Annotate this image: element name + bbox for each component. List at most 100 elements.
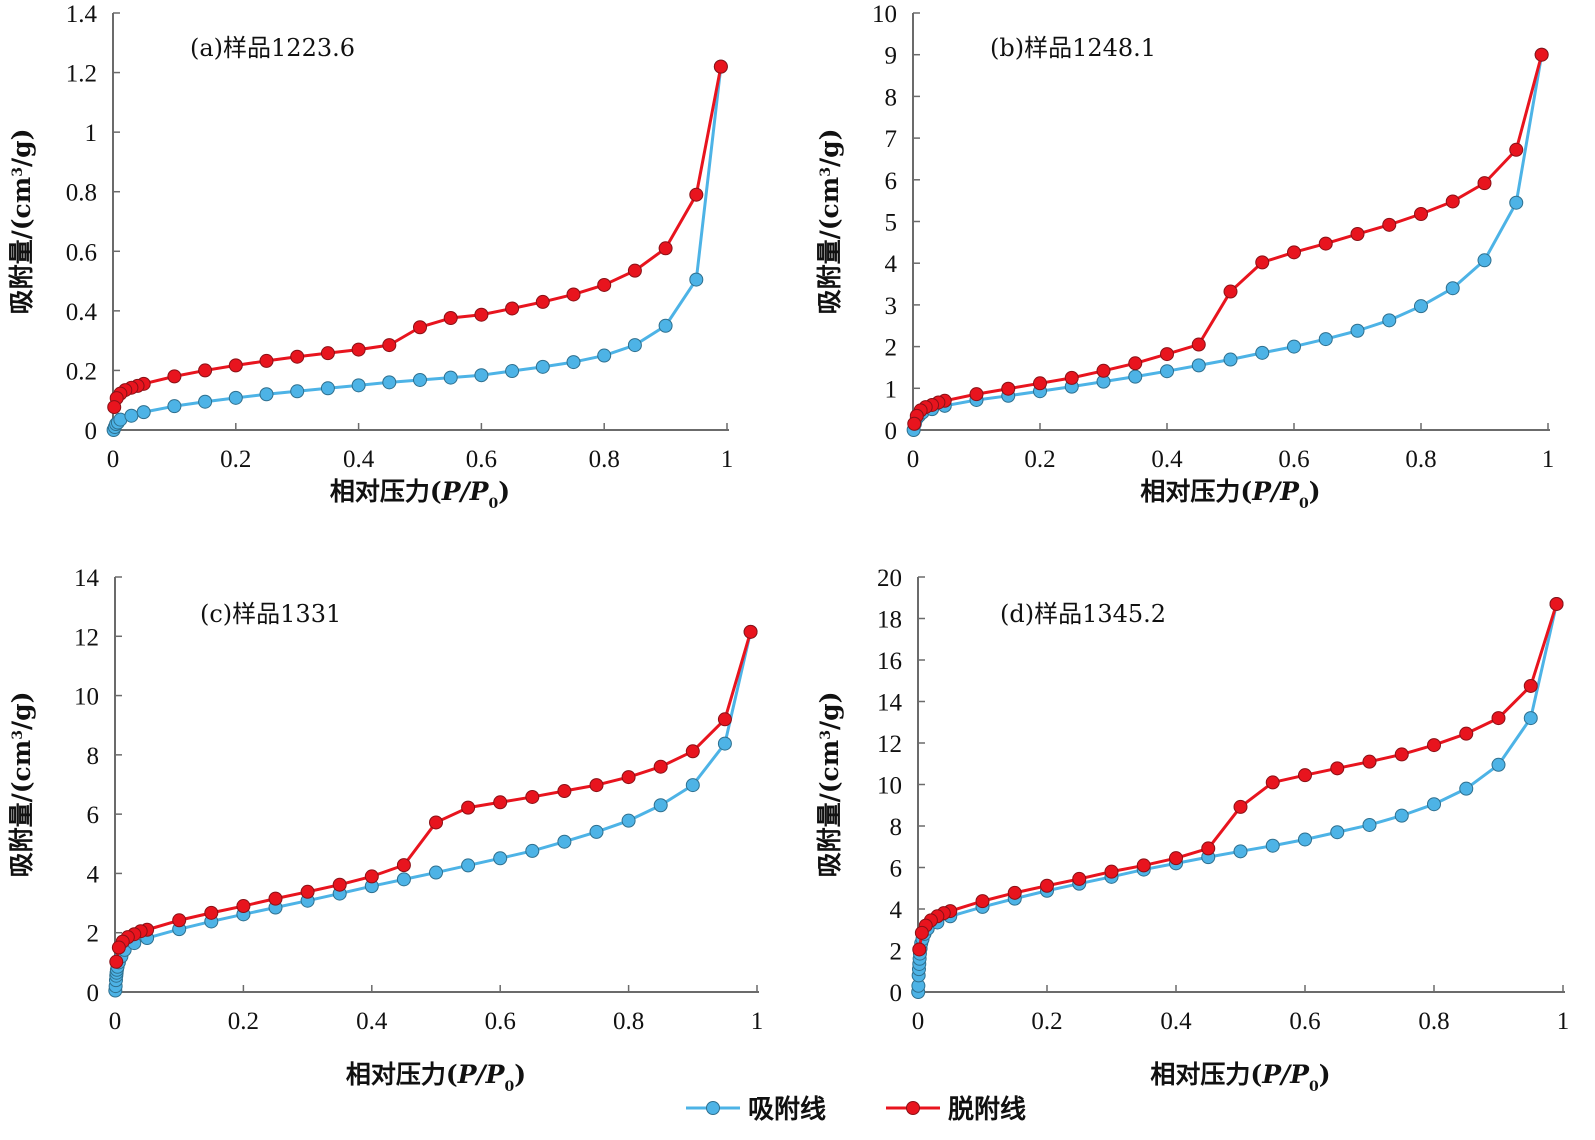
x-tick-label: 0.2 [228,1008,259,1035]
adsorption-point [1509,195,1524,210]
desorption-point [1007,885,1022,900]
y-tick-label: 8 [87,743,100,770]
desorption-point [1523,678,1538,693]
desorption-line [112,66,723,408]
y-tick-label: 2 [87,921,100,948]
adsorption-point [1191,358,1206,373]
adsorption-point [597,348,612,363]
desorption-point [1033,376,1047,391]
y-tick-label: 10 [877,773,902,800]
y-tick-label: 5 [885,210,898,237]
desorption-point [172,913,187,928]
legend-marker [906,1101,920,1115]
desorption-point [300,884,315,899]
y-tick-label: 16 [877,648,902,675]
y-tick-label: 0 [85,418,98,445]
x-tick-label: 0 [107,446,120,473]
x-tick-label: 1 [751,1008,764,1035]
adsorption-point [1414,299,1428,314]
x-tick-label: 0.8 [589,446,620,473]
adsorption-point [228,390,243,405]
adsorption-point [1287,339,1301,354]
desorption-point [1255,255,1270,270]
x-tick-label: 0.4 [343,446,375,473]
x-axis-label: 相对压力(P/P0) [346,1060,526,1095]
x-tick-label: 0.8 [1418,1008,1449,1035]
desorption-point [1223,284,1238,299]
adsorption-point [1128,369,1143,384]
desorption-point [1362,754,1377,769]
desorption-point [1064,370,1079,385]
desorption-point [1477,176,1492,191]
y-tick-label: 0 [885,418,898,445]
adsorption-point [653,798,668,813]
desorption-point [228,358,243,373]
desorption-point [1459,726,1474,741]
y-tick-label: 1 [85,120,98,147]
desorption-point [1318,236,1333,251]
desorption-point [259,353,274,368]
desorption-point [621,770,636,785]
desorption-point [1169,851,1183,866]
desorption-point [627,263,642,278]
x-tick-label: 1 [1557,1008,1570,1035]
legend-label: 脱附线 [948,1095,1026,1125]
desorption-point [268,891,283,906]
y-tick-label: 0.2 [66,358,97,385]
x-tick-label: 0 [912,1008,925,1035]
desorption-line [912,54,1544,425]
desorption-point [1287,245,1301,260]
x-tick-label: 0.4 [1151,446,1183,473]
adsorption-point [1362,817,1377,832]
adsorption-line [916,603,1559,993]
y-tick-label: 4 [885,251,898,278]
desorption-point [1040,878,1054,893]
x-tick-label: 0.2 [220,446,251,473]
y-tick-label: 9 [885,43,898,70]
adsorption-line [912,54,1544,431]
desorption-point [912,942,927,957]
y-tick-label: 0 [890,980,903,1007]
desorption-point [1445,194,1460,209]
adsorption-point [1223,352,1238,367]
desorption-point [1394,747,1409,762]
desorption-point [1298,768,1312,783]
desorption-point [658,241,673,256]
desorption-point [975,894,990,909]
adsorption-point [685,778,700,793]
desorption-point [1201,841,1216,856]
desorption-point [1509,142,1524,157]
y-tick-label: 3 [885,293,898,320]
x-tick-label: 0.2 [1024,446,1055,473]
adsorption-point [1459,781,1474,796]
desorption-point [1350,227,1365,242]
x-tick-label: 0.4 [1160,1008,1192,1035]
desorption-point [396,858,411,873]
adsorption-point [1427,797,1441,812]
y-tick-label: 14 [74,565,100,592]
adsorption-point [535,359,550,374]
desorption-point [1427,738,1441,753]
adsorption-point [1477,253,1492,268]
adsorption-series [911,596,1564,999]
x-tick-label: 1 [721,446,734,473]
desorption-point [1136,858,1151,873]
desorption-point [597,277,612,292]
panel-title: (c)样品1331 [200,600,341,628]
x-tick-label: 0 [109,1008,122,1035]
desorption-series [912,596,1564,957]
adsorption-point [1318,332,1333,347]
desorption-point [689,187,704,202]
desorption-point [907,416,922,431]
desorption-point [1128,356,1143,371]
desorption-point [566,287,581,302]
adsorption-point [167,399,182,414]
desorption-point [167,369,182,384]
desorption-point [1072,871,1087,886]
adsorption-line [113,631,753,991]
y-tick-label: 0.8 [66,180,97,207]
desorption-point [653,759,668,774]
y-tick-label: 10 [872,1,897,28]
desorption-point [443,311,458,326]
